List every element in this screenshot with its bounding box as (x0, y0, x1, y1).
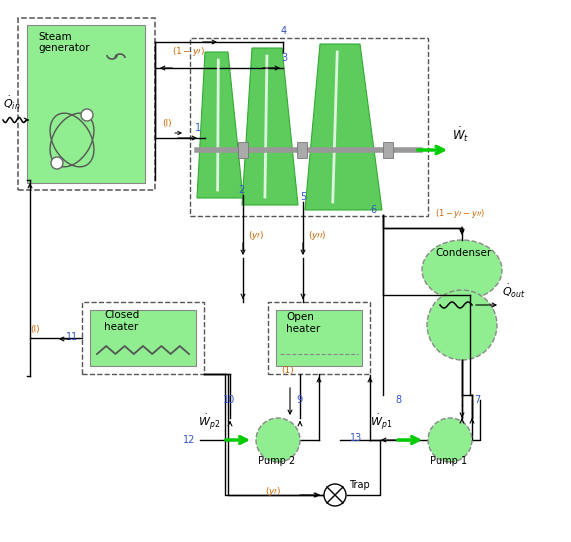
Text: $\dot{W}_{p2}$: $\dot{W}_{p2}$ (198, 412, 220, 432)
Text: 5: 5 (300, 192, 306, 202)
Ellipse shape (422, 240, 502, 300)
Text: generator: generator (38, 43, 90, 53)
Circle shape (81, 109, 93, 121)
Text: 7: 7 (474, 395, 480, 405)
Circle shape (256, 418, 300, 462)
Text: Closed: Closed (104, 310, 139, 320)
Bar (383, 142, 393, 158)
Bar (82, 302, 204, 374)
Text: Pump 1: Pump 1 (430, 456, 467, 466)
Text: 4: 4 (281, 26, 287, 36)
Text: Pump 2: Pump 2 (258, 456, 295, 466)
Bar (297, 142, 307, 158)
Bar (268, 302, 370, 374)
Bar (27, 25, 145, 183)
Circle shape (324, 484, 346, 506)
Polygon shape (242, 48, 298, 205)
Circle shape (427, 290, 497, 360)
Bar (276, 310, 362, 366)
Text: $(1-y\prime-y\prime\prime)$: $(1-y\prime-y\prime\prime)$ (435, 207, 485, 220)
Text: Steam: Steam (38, 32, 71, 42)
Text: heater: heater (104, 322, 138, 332)
Text: $(y\prime)$: $(y\prime)$ (248, 229, 264, 242)
Text: 1: 1 (195, 123, 201, 133)
Text: $\dot{W}_t$: $\dot{W}_t$ (452, 125, 469, 144)
Text: 9: 9 (296, 395, 302, 405)
Bar (190, 38, 428, 216)
Polygon shape (305, 44, 382, 210)
Polygon shape (197, 52, 243, 198)
Text: heater: heater (286, 324, 320, 334)
Text: 13: 13 (350, 433, 362, 443)
Text: $(y\prime)$: $(y\prime)$ (265, 485, 281, 498)
Text: 3: 3 (281, 53, 287, 63)
Circle shape (428, 418, 472, 462)
Text: $(y\prime\prime)$: $(y\prime\prime)$ (308, 229, 327, 242)
Text: $\dot{W}_{p1}$: $\dot{W}_{p1}$ (370, 412, 392, 432)
Text: (I): (I) (30, 325, 39, 334)
Text: $\dot{Q}_{in}$: $\dot{Q}_{in}$ (3, 95, 21, 112)
Bar (90, 310, 196, 366)
Text: 12: 12 (183, 435, 195, 445)
Text: $(1-y\prime)$: $(1-y\prime)$ (172, 45, 205, 58)
Text: $\dot{Q}_{out}$: $\dot{Q}_{out}$ (502, 283, 526, 300)
Text: (I): (I) (162, 119, 172, 128)
Text: 8: 8 (395, 395, 401, 405)
Bar (238, 142, 248, 158)
Text: 2: 2 (238, 185, 244, 195)
Circle shape (51, 157, 63, 169)
Text: 10: 10 (223, 395, 235, 405)
Text: Condenser: Condenser (435, 248, 491, 258)
Text: (1): (1) (281, 366, 293, 375)
Text: Open: Open (286, 312, 314, 322)
Bar (18, 18, 155, 190)
Text: Trap: Trap (349, 480, 370, 490)
Text: 6: 6 (370, 205, 376, 215)
Text: 11: 11 (66, 332, 78, 342)
